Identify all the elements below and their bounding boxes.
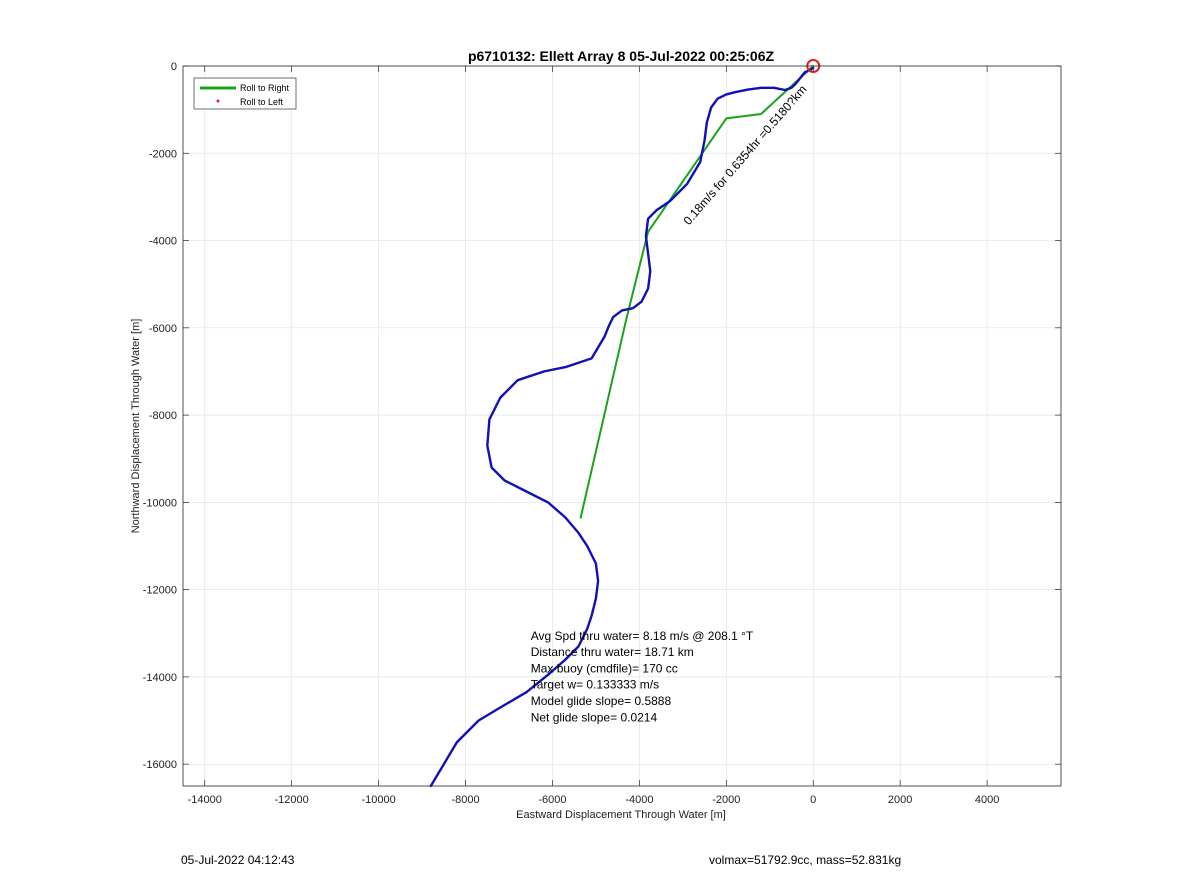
legend-roll-left-swatch (216, 99, 220, 103)
x-tick-label: 0 (810, 794, 816, 806)
x-axis-label: Eastward Displacement Through Water [m] (516, 809, 726, 821)
x-tick-label: -12000 (275, 794, 309, 806)
x-tick-label: -2000 (712, 794, 740, 806)
footer-vol-mass: volmax=51792.9cc, mass=52.831kg (709, 853, 902, 867)
legend-box (193, 77, 297, 110)
track-line (429, 66, 815, 788)
y-tick-label: -16000 (143, 759, 177, 771)
x-tick-label: -10000 (361, 794, 395, 806)
annotation-line: Distance thru water= 18.71 km (531, 645, 694, 659)
x-tick-label: 4000 (975, 794, 999, 806)
x-tick-label: 2000 (888, 794, 912, 806)
axis-ticks: -14000 -12000 -10000 -8000 -6000 -4000 -2000 0 2… (143, 61, 1061, 806)
x-tick-label: -6000 (538, 794, 566, 806)
y-tick-label: -14000 (143, 672, 177, 684)
annotation-line: Net glide slope= 0.0214 (531, 710, 658, 724)
y-tick-label: -4000 (149, 236, 177, 248)
y-tick-label: -12000 (143, 585, 177, 597)
chart-title: p6710132: Ellett Array 8 05-Jul-2022 00:… (468, 48, 775, 64)
x-tick-label: -8000 (451, 794, 479, 806)
y-axis-label: Northward Displacement Through Water [m] (130, 319, 142, 534)
y-tick-label: -10000 (143, 497, 177, 509)
annotation-line: Max buoy (cmdfile)= 170 cc (531, 661, 678, 675)
y-tick-label: -2000 (149, 148, 177, 160)
y-tick-label: -8000 (149, 410, 177, 422)
legend: Roll to Right Roll to Left (193, 77, 297, 110)
stats-annotation: Avg Spd thru water= 8.18 m/s @ 208.1 °T D… (531, 629, 754, 725)
legend-roll-left-label: Roll to Left (240, 97, 284, 107)
annotation-line: Model glide slope= 0.5888 (531, 694, 672, 708)
legend-roll-right-label: Roll to Right (240, 83, 290, 93)
x-tick-label: -14000 (188, 794, 222, 806)
y-tick-label: 0 (171, 61, 177, 73)
x-tick-label: -4000 (625, 794, 653, 806)
annotation-line: Avg Spd thru water= 8.18 m/s @ 208.1 °T (531, 629, 754, 643)
footer-timestamp: 05-Jul-2022 04:12:43 (181, 853, 295, 867)
annotation-line: Target w= 0.133333 m/s (531, 678, 659, 692)
roll-right-line (579, 65, 815, 519)
y-tick-label: -6000 (149, 323, 177, 335)
plot-frame (182, 65, 1062, 787)
